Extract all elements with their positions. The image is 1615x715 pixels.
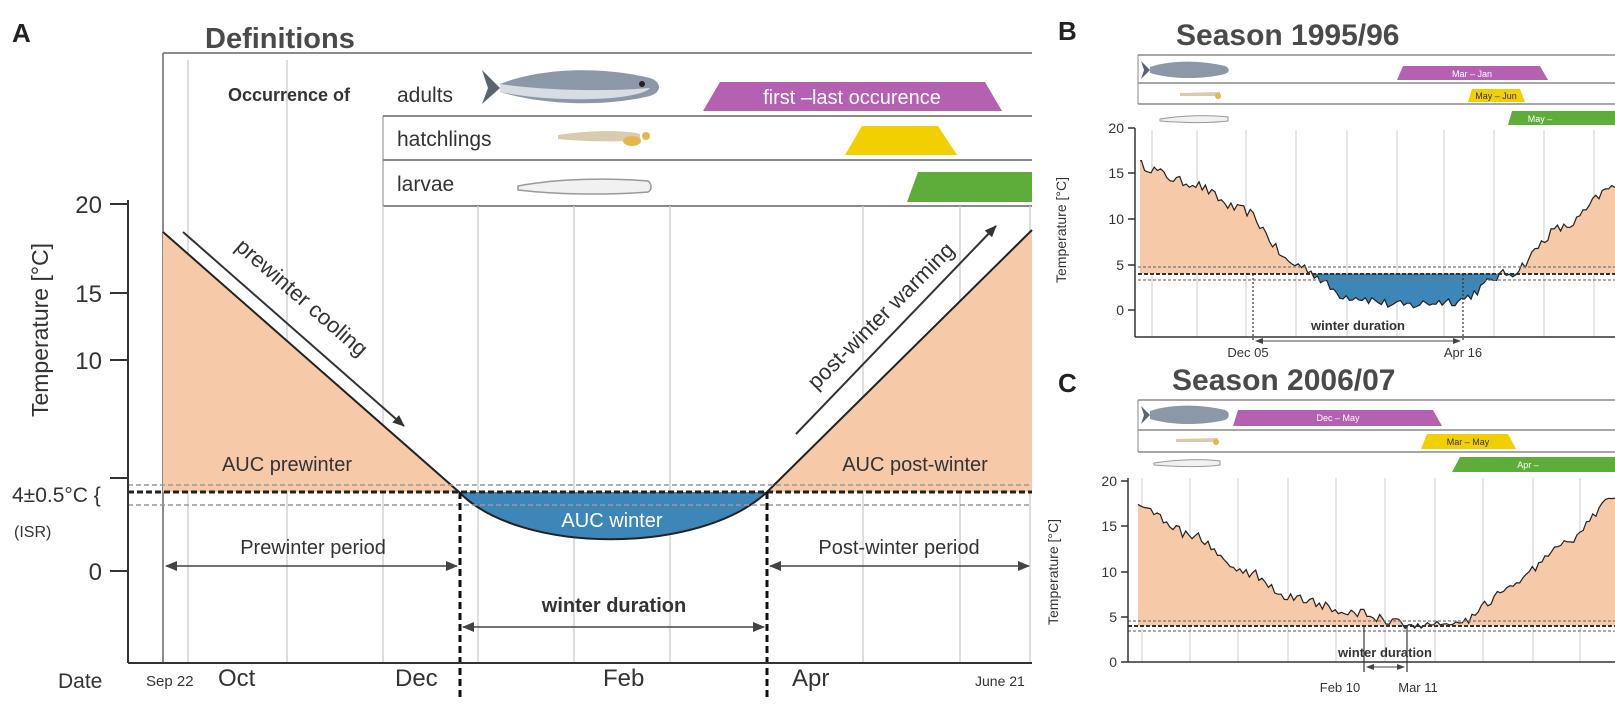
b-warm-area: [1140, 160, 1615, 274]
a-xtick-feb: Feb: [603, 665, 644, 692]
panel-a-title: Definitions: [205, 23, 355, 55]
c-larva-icon: [1153, 459, 1221, 467]
panel-b: B Season 1995/96 Mar – Jan May – Jun May…: [1053, 16, 1615, 360]
auc-prewinter-label: AUC prewinter: [222, 454, 352, 476]
b-ytick-5: 5: [1116, 257, 1124, 273]
a-ylabel: Temperature [°C]: [27, 243, 53, 417]
b-temperature-series: [1140, 159, 1615, 309]
auc-winter-area: [459, 492, 767, 540]
a-ytick-0: 0: [89, 559, 102, 586]
b-winter-duration-label: winter duration: [1310, 318, 1405, 333]
panel-b-title: Season 1995/96: [1176, 19, 1400, 52]
a-ytick-15: 15: [75, 281, 102, 308]
b-temperature-line: [1140, 159, 1615, 309]
larva-icon: [517, 178, 652, 195]
c-ytick-0: 0: [1109, 654, 1117, 670]
auc-winter-label: AUC winter: [561, 510, 662, 532]
c-ytick-15: 15: [1101, 518, 1117, 534]
b-adult-fish-icon: [1141, 61, 1229, 79]
b-larva-icon: [1159, 115, 1229, 123]
adult-fish-icon: [482, 70, 659, 104]
a-xtick-apr: Apr: [792, 665, 829, 692]
panel-b-letter: B: [1058, 16, 1077, 46]
temperature-curve: [162, 229, 1033, 541]
b-larvae-bar-label: May –: [1528, 114, 1553, 124]
prewinter-period-label: Prewinter period: [240, 537, 386, 559]
c-end-date: Mar 11: [1398, 680, 1438, 695]
panel-c-title: Season 2006/07: [1172, 364, 1396, 397]
c-hatchlings-bar: [1421, 434, 1516, 449]
c-larvae-bar: [1452, 457, 1615, 472]
b-end-date: Apr 16: [1444, 345, 1482, 360]
stage-hatchlings: hatchlings: [397, 128, 492, 151]
b-hatchling-icon: [1180, 92, 1221, 99]
a-xtick-oct: Oct: [218, 665, 256, 692]
isr-label: 4±0.5°C {: [12, 484, 101, 507]
c-temperature-line: [1137, 497, 1615, 630]
stage-adults: adults: [397, 84, 453, 107]
a-xtick-jun21: June 21: [975, 673, 1025, 689]
c-hatchling-icon: [1176, 438, 1219, 445]
c-winter-duration-label: winter duration: [1337, 645, 1432, 660]
panel-c-letter: C: [1058, 368, 1077, 398]
c-hatchlings-bar-label: Mar – May: [1447, 437, 1490, 447]
b-ytick-20: 20: [1108, 120, 1124, 136]
a-ytick-20: 20: [75, 192, 102, 219]
a-ytick-10: 10: [75, 348, 102, 375]
a-date-label: Date: [58, 670, 102, 693]
b-ylabel: Temperature [°C]: [1053, 177, 1069, 283]
panel-a: A Definitions: [12, 18, 1033, 697]
c-larvae-bar-label: Apr –: [1517, 460, 1539, 470]
panel-c: C Season 2006/07 Dec – May Mar – May Apr…: [1045, 364, 1615, 695]
postwinter-period-label: Post-winter period: [818, 537, 979, 559]
b-adults-bar-label: Mar – Jan: [1452, 69, 1492, 79]
a-xtick-dec: Dec: [395, 665, 438, 692]
stage-larvae: larvae: [397, 173, 454, 196]
isr-sub: (ISR): [14, 524, 51, 541]
prewinter-cooling-arrow: [182, 231, 405, 427]
c-adults-bar-label: Dec – May: [1316, 413, 1360, 423]
b-cold-area: [1140, 273, 1615, 308]
c-warm-area: [1138, 498, 1615, 626]
panel-a-letter: A: [12, 18, 31, 48]
b-hatchlings-bar: [1468, 89, 1525, 102]
b-larvae-bar: [1508, 111, 1615, 125]
b-start-date: Dec 05: [1227, 345, 1268, 360]
c-temperature-series: [1137, 497, 1615, 630]
c-adult-fish-icon: [1141, 405, 1229, 425]
hatchlings-occurrence-bar: [845, 126, 957, 155]
adults-occurrence-bar: [703, 82, 1002, 111]
auc-postwinter-label: AUC post-winter: [842, 454, 988, 476]
c-ylabel: Temperature [°C]: [1045, 519, 1061, 625]
c-ytick-10: 10: [1101, 564, 1117, 580]
b-adults-bar: [1397, 66, 1548, 80]
b-ytick-15: 15: [1108, 165, 1124, 181]
hatchling-icon: [558, 131, 650, 146]
larvae-occurrence-bar: [907, 172, 1032, 202]
c-adults-bar: [1233, 410, 1442, 426]
c-ytick-5: 5: [1109, 609, 1117, 625]
b-hatchlings-bar-label: May – Jun: [1475, 91, 1517, 101]
c-ytick-20: 20: [1101, 473, 1117, 489]
b-ytick-10: 10: [1108, 211, 1124, 227]
a-xtick-sep22: Sep 22: [146, 673, 194, 690]
occurrence-label: Occurrence of: [228, 85, 351, 105]
adults-bar-label: first –last occurence: [763, 87, 941, 109]
b-ytick-0: 0: [1116, 302, 1124, 318]
c-start-date: Feb 10: [1320, 680, 1360, 695]
winter-duration-label: winter duration: [541, 595, 686, 617]
post-winter-warming-arrow: [795, 225, 997, 435]
